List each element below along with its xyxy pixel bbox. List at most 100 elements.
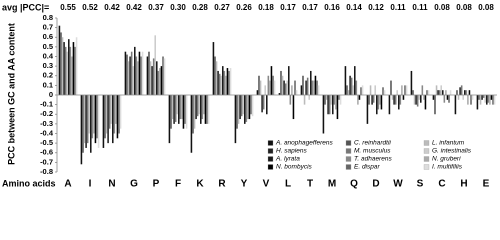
avg-value: 0.11 [412,3,428,12]
bar [184,95,186,124]
bar [449,90,452,95]
bar [63,42,65,95]
legend-label: I. multifiliis [432,164,463,171]
bar [448,95,450,103]
bar [377,95,380,110]
bar [443,95,446,103]
y-tick-label: -0.7 [40,157,53,166]
bar [185,95,188,129]
bar [456,90,458,95]
legend-label: C. reinhardtii [354,140,391,147]
bar [457,95,460,100]
bar [427,90,430,95]
bar [251,95,254,117]
bar [174,95,177,122]
x-tick-label: F [175,179,181,190]
bar [273,80,276,95]
bar [236,95,238,129]
bar [91,95,94,139]
y-tick-label: -0.4 [40,128,54,137]
y-axis-label: PCC between GC and AA content [6,23,16,165]
bar [295,90,298,95]
avg-value: 0.42 [104,3,120,12]
bar [82,95,84,153]
x-tick-label: W [393,179,403,190]
avg-value: 0.12 [368,3,384,12]
x-tick-label: L [285,179,291,190]
bar [119,95,122,129]
bar [171,95,174,120]
bar [437,90,439,95]
bar [467,95,469,105]
bar [156,61,158,95]
avg-value: 0.08 [456,3,472,12]
x-axis-label: Amino acids [2,178,56,188]
y-tick-label: -0.8 [40,167,53,176]
bar [288,66,290,95]
bar [256,90,259,95]
bar [468,90,471,95]
bar [192,95,194,134]
bar [61,37,64,95]
x-tick-label: D [372,179,379,190]
bar [401,85,403,95]
bar [105,95,108,134]
y-tick-label: 0.8 [43,13,53,22]
y-tick-label: 0.1 [43,80,53,89]
bar [366,95,369,124]
x-tick-label: R [218,179,226,190]
bar [388,95,391,115]
bar [74,46,76,95]
bar [421,85,424,95]
x-tick-label: K [196,179,204,190]
y-tick-label: -0.2 [40,109,53,118]
bar [96,95,98,139]
bar [489,95,491,105]
bar [148,51,150,95]
bar [354,66,356,95]
bar [310,70,312,95]
bar [426,90,428,95]
bar [163,58,166,95]
bar [203,95,205,115]
bar [418,95,420,100]
avg-value: 0.16 [324,3,340,12]
bar [465,90,468,95]
x-tick-label: M [328,179,336,190]
avg-value: 0.26 [236,3,252,12]
bar [94,95,97,144]
bar [66,51,68,95]
bar [223,70,226,95]
y-tick-label: 0.3 [43,61,53,70]
bar [72,42,75,95]
bar [60,32,62,95]
bar [181,95,183,120]
bar [490,95,493,100]
avg-value: 0.11 [390,3,406,12]
bar [270,66,273,95]
bar [402,95,405,100]
bar [113,95,116,134]
bar [286,80,288,95]
bar [300,85,303,95]
avg-value: 0.55 [60,3,76,12]
bar [250,95,252,115]
avg-value: 0.42 [126,3,142,12]
bar [141,51,144,95]
bar [305,80,307,95]
bar [140,56,142,95]
legend-label: G. intestinalis [432,148,472,155]
bar [317,85,320,95]
bar [173,95,175,124]
bar [178,95,180,124]
bar [118,95,120,134]
x-tick-label: S [417,179,424,190]
bar [247,95,249,120]
legend-swatch [267,156,274,162]
avg-value: 0.30 [170,3,186,12]
bar [336,95,339,120]
bar [446,95,449,100]
bar [476,95,479,110]
bar [327,95,329,115]
bar [278,93,281,95]
